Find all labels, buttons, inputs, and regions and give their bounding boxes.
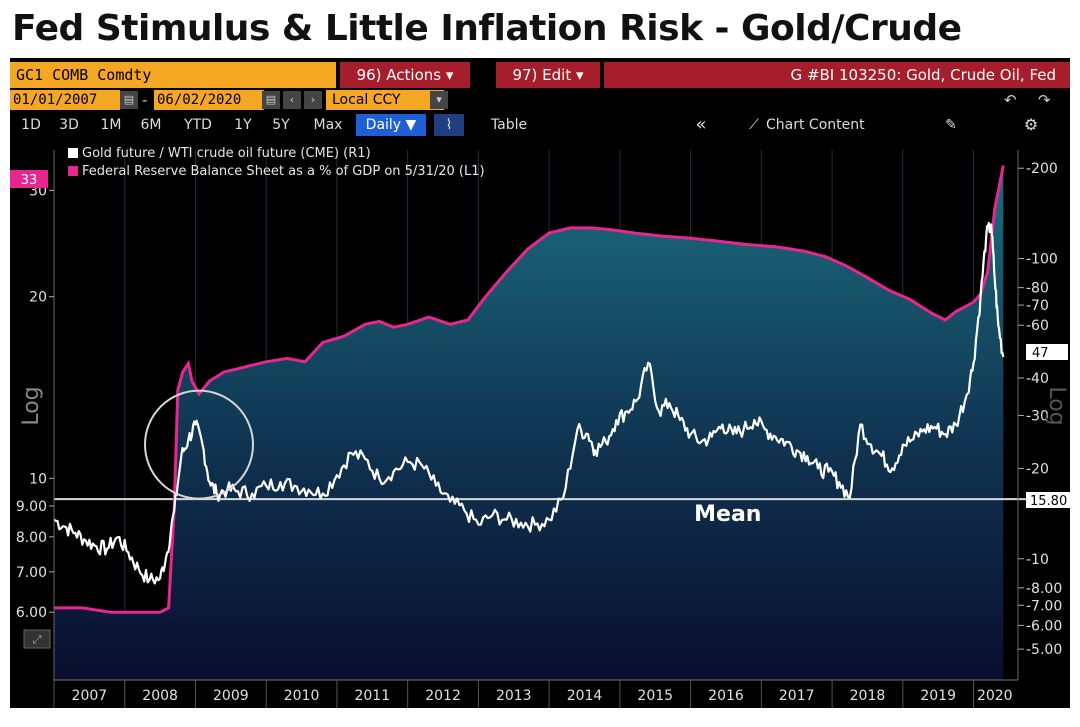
prev-period-icon[interactable]: ‹: [283, 91, 301, 109]
start-date-field[interactable]: 01/01/2007: [10, 90, 120, 110]
period-6m[interactable]: 6M: [140, 117, 162, 133]
gold-crude-ratio-line: [53, 221, 1005, 585]
chart-content-button[interactable]: Chart Content: [766, 117, 865, 133]
x-tick-label: 2007: [72, 688, 108, 704]
legend-label-fed: Federal Reserve Balance Sheet as a % of …: [82, 164, 485, 179]
right-tick-label: -100: [1026, 252, 1058, 268]
x-tick-label: 2013: [496, 688, 532, 704]
mean-label: Mean: [694, 502, 761, 527]
x-axis-band: [10, 680, 1070, 708]
right-tick-label: -80: [1026, 281, 1049, 297]
fed-balance-sheet-line: [54, 165, 1005, 614]
left-axis-title: Log: [19, 386, 44, 425]
date-range-bar: 01/01/2007 ▤ - 06/02/2020 ▤ ‹ › Local CC…: [10, 90, 1070, 112]
end-calendar-icon[interactable]: ▤: [262, 91, 280, 109]
currency-dropdown-icon[interactable]: ▾: [430, 91, 448, 109]
period-5y[interactable]: 5Y: [272, 117, 290, 133]
right-last-value-tag: 47: [1026, 344, 1068, 361]
x-tick-label: 2012: [425, 688, 461, 704]
right-tick-label: -8.00: [1026, 581, 1062, 597]
start-calendar-icon[interactable]: ▤: [120, 91, 138, 109]
bloomberg-terminal: GC1 COMB Comdty 96) Actions ▾ 97) Edit ▾…: [10, 58, 1070, 708]
end-date-field[interactable]: 06/02/2020: [154, 90, 264, 110]
left-last-value: 33: [21, 173, 38, 188]
period-1m[interactable]: 1M: [100, 117, 122, 133]
collapse-icon[interactable]: «: [695, 114, 707, 135]
left-tick-label: 6.00: [16, 605, 47, 621]
ticker-field[interactable]: GC1 COMB Comdty: [10, 62, 336, 88]
page-title: Fed Stimulus & Little Inflation Risk - G…: [12, 8, 962, 49]
currency-select[interactable]: Local CCY: [326, 90, 444, 110]
right-axis: -5.00 -6.00 -7.00-8.00 -10 -20 -30 -40 -60 -70-8…: [1017, 150, 1062, 680]
period-1y[interactable]: 1Y: [234, 117, 252, 133]
x-tick-label: 2016: [708, 688, 744, 704]
x-tick-label: 2015: [637, 688, 673, 704]
period-1d[interactable]: 1D: [21, 117, 41, 133]
right-tick-label: -6.00: [1026, 618, 1062, 634]
actions-menu-button[interactable]: 96) Actions ▾: [340, 62, 470, 88]
x-tick-label: 2019: [920, 688, 956, 704]
right-last-value-bg: [1026, 344, 1068, 360]
right-tick-label: -7.00: [1026, 598, 1062, 614]
table-button[interactable]: Table: [490, 117, 528, 133]
pencil-icon[interactable]: ✎: [945, 117, 957, 133]
x-tick-label: 2008: [142, 688, 178, 704]
left-last-value-bg: [10, 170, 48, 188]
legend-swatch-fed: [68, 166, 78, 176]
legend-label-gold-crude: Gold future / WTI crude oil future (CME)…: [82, 146, 371, 161]
redo-icon[interactable]: ↷: [1038, 91, 1051, 109]
right-axis-title: Log: [1044, 386, 1069, 425]
left-tick-label: 8.00: [16, 530, 47, 546]
x-tick-label: 2010: [284, 688, 320, 704]
highlight-circle: [144, 389, 255, 500]
left-last-value-tag: 33: [10, 170, 48, 188]
mean-value-tag: 15.80: [1026, 492, 1070, 509]
x-tick-label: 2011: [354, 688, 390, 704]
graph-title: G #BI 103250: Gold, Crude Oil, Fed: [604, 62, 1070, 88]
legend: Gold future / WTI crude oil future (CME)…: [68, 146, 485, 179]
x-tick-label: 2020: [977, 688, 1013, 704]
period-max[interactable]: Max: [313, 117, 343, 133]
left-tick-label: 7.00: [16, 565, 47, 581]
right-tick-label: -40: [1026, 371, 1049, 387]
toolbar: 1D 3D 1M 6M YTD 1Y 5Y Max Daily ▼ ⌇ Tabl…: [10, 114, 1070, 136]
next-period-icon[interactable]: ›: [304, 91, 322, 109]
right-tick-label: -20: [1026, 461, 1049, 477]
x-tick-label: 2014: [567, 688, 603, 704]
zoom-widget-box[interactable]: [23, 629, 51, 649]
mean-value: 15.80: [1030, 494, 1067, 509]
mean-group: Mean: [54, 498, 1026, 527]
right-tick-label: -5.00: [1026, 642, 1062, 658]
right-tick-label: -70: [1026, 298, 1049, 314]
undo-icon[interactable]: ↶: [1004, 91, 1017, 109]
right-last-value: 47: [1032, 346, 1049, 361]
right-tick-label: -200: [1026, 161, 1058, 177]
date-separator: -: [142, 91, 148, 109]
x-tick-label: 2009: [213, 688, 249, 704]
left-tick-label: 20: [29, 290, 47, 306]
header-bar: GC1 COMB Comdty 96) Actions ▾ 97) Edit ▾…: [10, 62, 1070, 88]
chart-content-icon: ⟋: [749, 117, 759, 133]
fed-balance-sheet-area: [54, 165, 1004, 680]
edit-menu-button[interactable]: 97) Edit ▾: [496, 62, 600, 88]
right-tick-label: -30: [1026, 409, 1049, 425]
x-tick-label: 2017: [779, 688, 815, 704]
right-tick-label: -60: [1026, 318, 1049, 334]
right-tick-label: -10: [1026, 552, 1049, 568]
left-tick-label: 10: [29, 471, 47, 487]
zoom-icon[interactable]: ⤢: [33, 634, 42, 646]
legend-swatch-gold-crude: [68, 148, 78, 158]
gear-icon[interactable]: ⚙: [1023, 115, 1039, 134]
period-ytd[interactable]: YTD: [184, 117, 212, 133]
zoom-widget[interactable]: ⤢: [23, 629, 51, 649]
frequency-select[interactable]: Daily ▼: [356, 114, 426, 136]
mean-value-bg: [1026, 492, 1070, 508]
x-axis: 2007 2008 2009 2010 2011 2012 2013 2014 2015 2016…: [10, 679, 1070, 708]
period-3d[interactable]: 3D: [59, 117, 79, 133]
left-tick-label: 9.00: [16, 499, 47, 515]
x-tick-label: 2018: [850, 688, 886, 704]
line-chart-icon[interactable]: ⌇: [434, 114, 464, 136]
